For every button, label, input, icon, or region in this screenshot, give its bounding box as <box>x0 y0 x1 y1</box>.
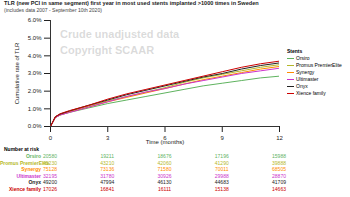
svg-text:0: 0 <box>49 135 53 141</box>
html-text:Onyx 49200: Onyx 49200 <box>28 179 57 185</box>
html-text:Promus PremierElite: Promus PremierElite <box>296 62 342 68</box>
html-text:41709: 41709 <box>272 179 286 185</box>
html-text:18676: 18676 <box>157 153 172 159</box>
html-text:Number at risk: Number at risk <box>4 146 39 152</box>
html-text:15988: 15988 <box>272 153 286 159</box>
html-text:43210: 43210 <box>100 159 115 166</box>
html-text:16841: 16841 <box>100 185 115 192</box>
html-text:29988: 29988 <box>214 172 229 179</box>
html-text:Orsiro: Orsiro <box>296 55 310 61</box>
html-text:19211: 19211 <box>100 153 114 159</box>
html-text:Xience family: Xience family <box>296 90 326 96</box>
svg-text:5.0%: 5.0% <box>28 35 42 41</box>
html-text:45230: 45230 <box>43 159 57 166</box>
svg-text:6.0%: 6.0% <box>28 17 42 23</box>
html-text:73136: 73136 <box>100 166 115 172</box>
html-text:Stents: Stents <box>287 48 303 54</box>
html-text:Promus PremierElite: Promus PremierElite <box>0 159 50 166</box>
svg-text:9: 9 <box>221 135 225 141</box>
svg-text:12: 12 <box>276 135 283 141</box>
svg-text:Time (months): Time (months) <box>146 139 184 145</box>
html-text:28870: 28870 <box>272 172 286 179</box>
html-text:15138: 15138 <box>214 185 229 192</box>
html-text:30926: 30926 <box>157 172 172 179</box>
html-text:Synergy: Synergy <box>296 69 315 75</box>
html-text:Xience family 17026: Xience family 17026 <box>9 185 57 192</box>
html-text:TLR (new PCI in same segment): TLR (new PCI in same segment) first year… <box>4 0 259 6</box>
html-text:42060: 42060 <box>157 159 172 166</box>
html-text:Synergy 75128: Synergy 75128 <box>21 166 57 172</box>
svg-text:3.0%: 3.0% <box>28 70 42 76</box>
html-text:(includes data 2007 - Septembe: (includes data 2007 - September 10th 202… <box>4 7 102 13</box>
html-text:17196: 17196 <box>214 153 229 159</box>
html-text:46130: 46130 <box>157 179 172 185</box>
html-text:Ultimaster: Ultimaster <box>296 76 319 82</box>
html-text:Crude unadjusted data: Crude unadjusted data <box>60 28 180 40</box>
html-text:Ultimaster 32195: Ultimaster 32195 <box>16 172 57 179</box>
svg-text:0.0%: 0.0% <box>28 123 42 129</box>
html-text:71580: 71580 <box>157 166 172 172</box>
html-text:41290: 41290 <box>214 159 229 166</box>
html-text:16111: 16111 <box>157 185 172 192</box>
html-text:Onyx: Onyx <box>296 83 308 89</box>
html-text:70011: 70011 <box>215 166 229 172</box>
html-text:Copyright SCAAR: Copyright SCAAR <box>60 44 155 56</box>
svg-text:3: 3 <box>106 135 110 141</box>
html-text:39888: 39888 <box>272 159 286 166</box>
html-text:47994: 47994 <box>100 179 115 185</box>
svg-text:4.0%: 4.0% <box>28 53 42 59</box>
html-text:14663: 14663 <box>272 185 286 192</box>
html-text:Orsiro 20580: Orsiro 20580 <box>26 153 57 159</box>
svg-text:1.0%: 1.0% <box>28 106 42 112</box>
svg-text:Cumulative rate of TLR: Cumulative rate of TLR <box>14 42 20 104</box>
svg-text:2.0%: 2.0% <box>28 88 42 94</box>
html-text:68505: 68505 <box>272 166 286 172</box>
html-text:31780: 31780 <box>100 172 115 179</box>
html-text:44683: 44683 <box>214 179 229 185</box>
